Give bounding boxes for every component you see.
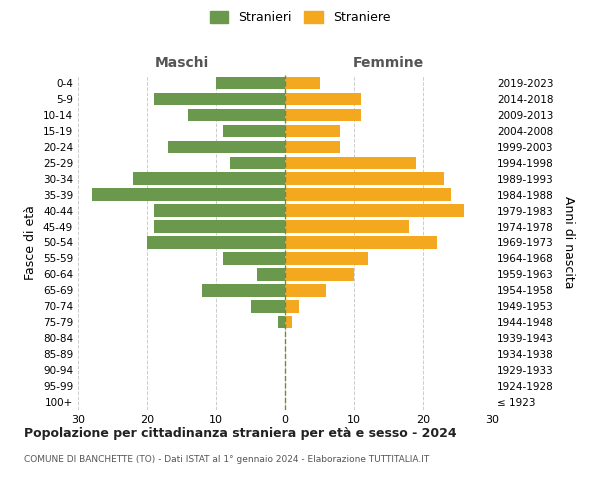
Bar — [285, 77, 320, 89]
Bar — [230, 156, 285, 169]
Bar — [257, 268, 285, 280]
Bar — [285, 140, 340, 153]
Bar — [251, 300, 285, 312]
Bar — [147, 236, 285, 248]
Legend: Stranieri, Straniere: Stranieri, Straniere — [205, 6, 395, 29]
Bar — [278, 316, 285, 328]
Bar — [223, 252, 285, 264]
Bar — [285, 236, 437, 248]
Bar — [285, 92, 361, 105]
Bar — [285, 268, 354, 280]
Bar — [202, 284, 285, 296]
Bar — [285, 172, 443, 185]
Bar — [216, 77, 285, 89]
Text: Maschi: Maschi — [154, 56, 209, 70]
Bar — [285, 252, 368, 264]
Bar — [154, 204, 285, 217]
Bar — [285, 108, 361, 121]
Text: Femmine: Femmine — [353, 56, 424, 70]
Bar — [154, 220, 285, 233]
Bar — [168, 140, 285, 153]
Bar — [285, 204, 464, 217]
Y-axis label: Fasce di età: Fasce di età — [25, 205, 37, 280]
Bar — [285, 156, 416, 169]
Bar — [223, 124, 285, 137]
Bar — [285, 316, 292, 328]
Bar — [92, 188, 285, 201]
Text: Popolazione per cittadinanza straniera per età e sesso - 2024: Popolazione per cittadinanza straniera p… — [24, 428, 457, 440]
Bar — [285, 124, 340, 137]
Bar — [285, 188, 451, 201]
Bar — [133, 172, 285, 185]
Bar — [285, 220, 409, 233]
Bar — [188, 108, 285, 121]
Bar — [154, 92, 285, 105]
Y-axis label: Anni di nascita: Anni di nascita — [562, 196, 575, 289]
Text: COMUNE DI BANCHETTE (TO) - Dati ISTAT al 1° gennaio 2024 - Elaborazione TUTTITAL: COMUNE DI BANCHETTE (TO) - Dati ISTAT al… — [24, 455, 429, 464]
Bar — [285, 300, 299, 312]
Bar — [285, 284, 326, 296]
